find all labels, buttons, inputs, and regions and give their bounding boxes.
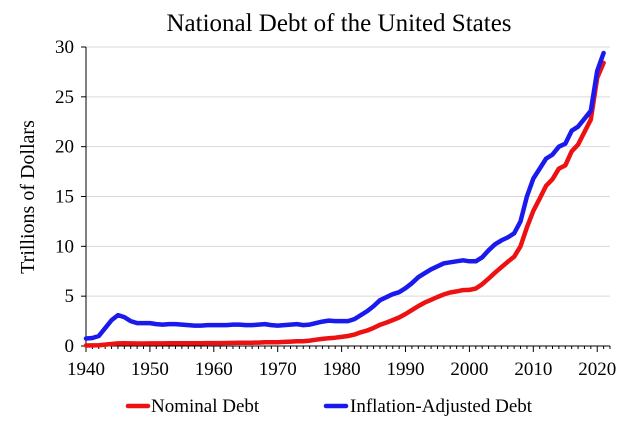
series-line-nominal-debt [83, 60, 606, 348]
y-axis-label: Trillions of Dollars [17, 120, 39, 274]
chart-title: National Debt of the United States [166, 10, 511, 37]
y-tick-label: 30 [55, 37, 74, 58]
x-tick-label: 1980 [323, 359, 361, 380]
x-tick-label: 2000 [450, 359, 488, 380]
legend-item-nominal-debt: Nominal Debt [125, 396, 260, 417]
x-tick-label: 1950 [131, 359, 169, 380]
series-line-inflation-adjusted-debt [83, 50, 606, 341]
y-tick-label: 5 [65, 286, 75, 307]
y-tick-label: 15 [55, 187, 74, 208]
y-tick-label: 20 [55, 137, 74, 158]
y-tick-label: 10 [55, 236, 74, 257]
series-lines [83, 50, 606, 348]
y-tick-label: 0 [65, 336, 75, 357]
x-tick-label: 1960 [195, 359, 233, 380]
legend-label: Inflation-Adjusted Debt [350, 396, 533, 417]
axes [81, 46, 611, 352]
grid [86, 46, 610, 297]
legend-item-inflation-adjusted-debt: Inflation-Adjusted Debt [323, 396, 533, 417]
x-tick-label: 1970 [259, 359, 297, 380]
legend: Nominal Debt Inflation-Adjusted Debt [125, 396, 533, 417]
x-tick-label: 1940 [67, 359, 105, 380]
x-tick-label: 2010 [514, 359, 552, 380]
legend-label: Nominal Debt [151, 396, 260, 417]
x-tick-label: 1990 [387, 359, 425, 380]
y-tick-label: 25 [55, 87, 74, 108]
tick-labels: 0 5 10 15 20 25 30 1940 1950 1960 1970 1980 1990 2000… [55, 37, 616, 380]
x-tick-label: 2020 [578, 359, 616, 380]
